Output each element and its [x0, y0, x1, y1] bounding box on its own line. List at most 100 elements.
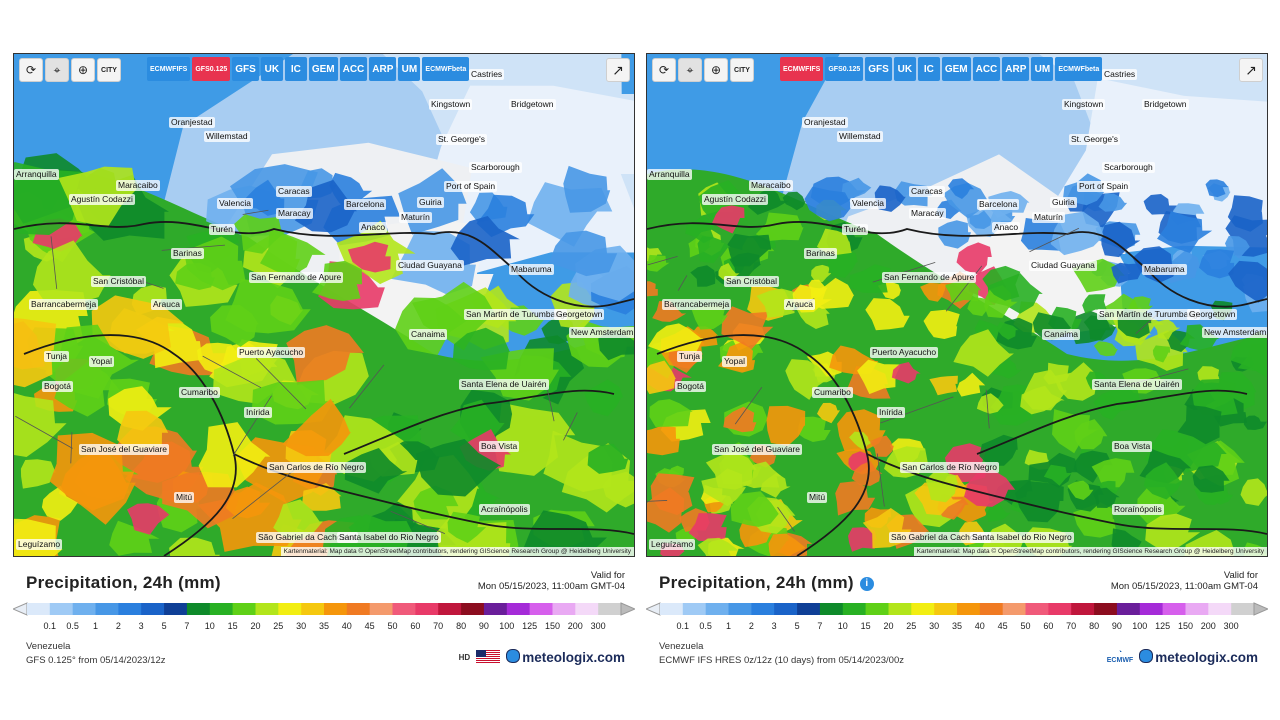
model-button-um[interactable]: UM [1031, 57, 1054, 81]
model-button-gfs-0-125[interactable]: GFS 0.125 [192, 57, 231, 81]
model-button-ecmwf-ifs[interactable]: ECMWF IFS [780, 57, 824, 81]
precipitation-field [647, 54, 1267, 556]
model-button-gem[interactable]: GEM [941, 57, 971, 81]
model-button-acc[interactable]: ACC [339, 57, 368, 81]
model-button-line1: ARP [372, 63, 394, 75]
refresh-button[interactable]: ⟳ [19, 58, 43, 82]
scale-arrow-right [1253, 602, 1268, 616]
model-button-line1: ARP [1005, 63, 1027, 75]
model-button-line2: IFS [176, 65, 188, 73]
city-label: San Fernando de Apure [882, 272, 977, 283]
scale-swatch [934, 603, 958, 615]
model-button-ecmwf-beta[interactable]: ECMWF beta [422, 57, 470, 81]
model-button-arp[interactable]: ARP [369, 57, 397, 81]
model-button-line1: ECMWF [150, 65, 177, 73]
city-label: Maracaibo [116, 180, 160, 191]
scale-swatch [49, 603, 74, 615]
scale-swatch [1231, 603, 1255, 615]
scale-swatch [72, 603, 96, 615]
model-button-line1: ECMWF [1058, 65, 1085, 73]
scale-swatch [705, 603, 729, 615]
city-label: Inírida [244, 407, 272, 418]
city-label: San Cristóbal [724, 276, 780, 287]
model-button-ecmwf-beta[interactable]: ECMWF beta [1055, 57, 1103, 81]
city-label: St. George's [1069, 134, 1120, 145]
map-attribution: Kartenmaterial: Map data © OpenStreetMap… [913, 547, 1267, 556]
scale-swatch [575, 603, 599, 615]
model-button-um[interactable]: UM [398, 57, 421, 81]
model-button-acc[interactable]: ACC [972, 57, 1001, 81]
scale-tick-label: 125 [522, 621, 538, 631]
city-label: Agustín Codazzi [702, 194, 768, 205]
brand-link[interactable]: meteologix.com [506, 649, 625, 665]
city-label: Arranquilla [647, 169, 692, 180]
info-icon[interactable]: i [859, 577, 874, 591]
city-label: San José del Guaviare [712, 444, 802, 455]
model-button-line1: ECMWF [783, 65, 810, 73]
model-button-line1: ACC [975, 63, 998, 75]
zoom-button[interactable]: ⊕ [704, 58, 728, 82]
scale-swatch [1071, 603, 1095, 615]
scale-swatch [506, 603, 531, 615]
city-label: Leguízamo [649, 539, 696, 550]
model-button-ic[interactable]: IC [284, 57, 307, 81]
model-run-info: GFS 0.125° from 05/14/2023/12z [26, 655, 166, 666]
locate-button[interactable]: ⌖ [678, 58, 702, 82]
city-toggle-button[interactable]: CITY [730, 58, 754, 82]
scale-swatch [209, 603, 234, 615]
scale-swatch [1002, 603, 1026, 615]
model-button-line1: GEM [311, 63, 335, 75]
city-label: Barcelona [977, 199, 1020, 210]
scale-swatch [911, 603, 935, 615]
model-button-ecmwf-ifs[interactable]: ECMWF IFS [147, 57, 191, 81]
scale-ticks: 0.1 0.5 1 2 3 5 7 10 15 20 25 30 35 40 45 50 60 70 80 90 100… [13, 621, 635, 633]
scale-tick-label: 300 [590, 621, 606, 631]
scale-arrow-left [646, 602, 661, 616]
city-label: Inírida [877, 407, 905, 418]
weather-map[interactable]: ⟳ ⌖ ⊕ CITY ECMWF IFS GFS 0.125 GFS UK IC GEM ACC ARP U… [646, 53, 1268, 557]
city-label: Turén [842, 224, 868, 235]
city-label: Scarborough [1102, 162, 1155, 173]
legend-title: Precipitation, 24h (mm) [26, 573, 221, 593]
brand-link[interactable]: meteologix.com [1139, 649, 1258, 665]
model-button-uk[interactable]: UK [893, 57, 916, 81]
scale-tick-label: 3 [138, 621, 144, 631]
city-label: Georgetown [1187, 309, 1238, 320]
model-button-gfs-0-125[interactable]: GFS 0.125 [825, 57, 864, 81]
city-label: Santa Isabel do Rio Negro [337, 532, 441, 543]
scale-tick-label: 30 [929, 621, 940, 631]
refresh-button[interactable]: ⟳ [652, 58, 676, 82]
city-label: Anaco [992, 222, 1021, 233]
city-toggle-button[interactable]: CITY [97, 58, 121, 82]
model-button-gfs[interactable]: GFS [865, 57, 892, 81]
city-label: Cumaribo [812, 387, 853, 398]
city-label: San Cristóbal [91, 276, 147, 287]
scale-swatch [1025, 603, 1049, 615]
legend-title-text: Precipitation, 24h (mm) [26, 573, 221, 592]
scale-swatch [27, 603, 51, 615]
city-label: Maracay [276, 208, 313, 219]
scale-tick-label: 70 [1066, 621, 1077, 631]
share-button[interactable]: ↗ [606, 58, 630, 82]
scale-swatch [1116, 603, 1141, 615]
scale-swatch [957, 603, 981, 615]
model-button-uk[interactable]: UK [260, 57, 283, 81]
scale-tick-label: 200 [567, 621, 583, 631]
scale-swatch [438, 603, 462, 615]
city-label: Yopal [89, 356, 114, 367]
scale-swatch [682, 603, 707, 615]
city-label: Arauca [784, 299, 815, 310]
map-attribution: Kartenmaterial: Map data © OpenStreetMap… [280, 547, 634, 556]
zoom-button[interactable]: ⊕ [71, 58, 95, 82]
weather-map[interactable]: ⟳ ⌖ ⊕ CITY ECMWF IFS GFS 0.125 GFS UK IC GEM ACC ARP U… [13, 53, 635, 557]
city-label: Kingstown [429, 99, 473, 110]
city-label: Valencia [850, 198, 886, 209]
model-button-gem[interactable]: GEM [308, 57, 338, 81]
model-button-arp[interactable]: ARP [1002, 57, 1030, 81]
locate-button[interactable]: ⌖ [45, 58, 69, 82]
share-button[interactable]: ↗ [1239, 58, 1263, 82]
model-button-ic[interactable]: IC [917, 57, 940, 81]
valid-time-value: Mon 05/15/2023, 11:00am GMT-04 [1110, 581, 1258, 592]
model-button-gfs[interactable]: GFS [232, 57, 259, 81]
model-button-line1: GFS [828, 65, 843, 73]
